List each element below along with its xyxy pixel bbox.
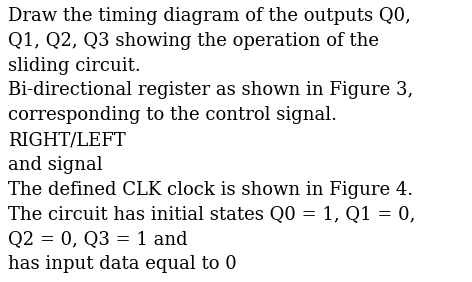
Text: The circuit has initial states Q0 = 1, Q1 = 0,: The circuit has initial states Q0 = 1, Q… <box>8 206 416 224</box>
Text: Draw the timing diagram of the outputs Q0,: Draw the timing diagram of the outputs Q… <box>8 7 412 25</box>
Text: Bi-directional register as shown in Figure 3,: Bi-directional register as shown in Figu… <box>8 81 414 100</box>
Text: Q2 = 0, Q3 = 1 and: Q2 = 0, Q3 = 1 and <box>8 230 188 248</box>
Text: sliding circuit.: sliding circuit. <box>8 57 141 75</box>
Text: Q1, Q2, Q3 showing the operation of the: Q1, Q2, Q3 showing the operation of the <box>8 32 379 50</box>
Text: The defined CLK clock is shown in Figure 4.: The defined CLK clock is shown in Figure… <box>8 181 413 199</box>
Text: RIGHT/LEFT: RIGHT/LEFT <box>8 131 126 149</box>
Text: corresponding to the control signal.: corresponding to the control signal. <box>8 106 337 124</box>
Text: and signal: and signal <box>8 156 103 174</box>
Text: has input data equal to 0: has input data equal to 0 <box>8 255 237 273</box>
